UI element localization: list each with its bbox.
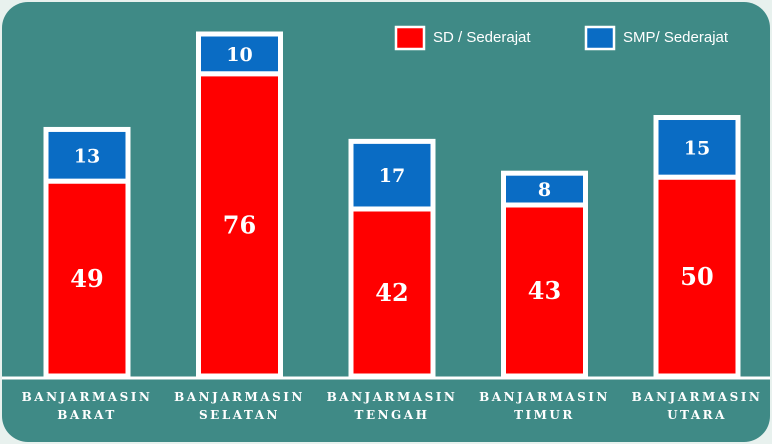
legend-swatch [394, 25, 426, 51]
bar-segment [196, 31, 283, 77]
data-label: 10 [226, 44, 252, 66]
bar-segment [348, 138, 436, 212]
x-tick-label: BANJARMASIN SELATAN [174, 390, 305, 422]
x-tick-label: BANJARMASIN TENGAH [326, 390, 458, 422]
data-label: 50 [680, 262, 713, 291]
bar-segment [501, 202, 588, 379]
data-label: 17 [379, 165, 405, 187]
bar-segment [348, 206, 436, 379]
data-label: 49 [70, 264, 103, 293]
data-label: 42 [375, 278, 408, 307]
bar-segment [653, 174, 741, 379]
legend-label: SMP/ Sederajat [623, 29, 729, 46]
bar-segment [196, 71, 283, 379]
data-label: 13 [74, 145, 100, 167]
bar-segment [653, 115, 741, 180]
data-label: 8 [538, 179, 551, 201]
bar-segment [43, 126, 131, 184]
legend-label: SD / Sederajat [433, 29, 531, 46]
bar-segment [501, 170, 588, 208]
data-label: 76 [223, 210, 256, 239]
x-tick-label: BANJARMASIN TIMUR [479, 390, 610, 422]
bar-segment [43, 178, 131, 379]
data-label: 43 [528, 276, 561, 305]
legend-swatch [584, 25, 616, 51]
x-tick-label: BANJARMASIN BARAT [21, 390, 153, 422]
data-label: 15 [684, 137, 710, 159]
x-tick-label: BANJARMASIN UTARA [631, 390, 763, 422]
